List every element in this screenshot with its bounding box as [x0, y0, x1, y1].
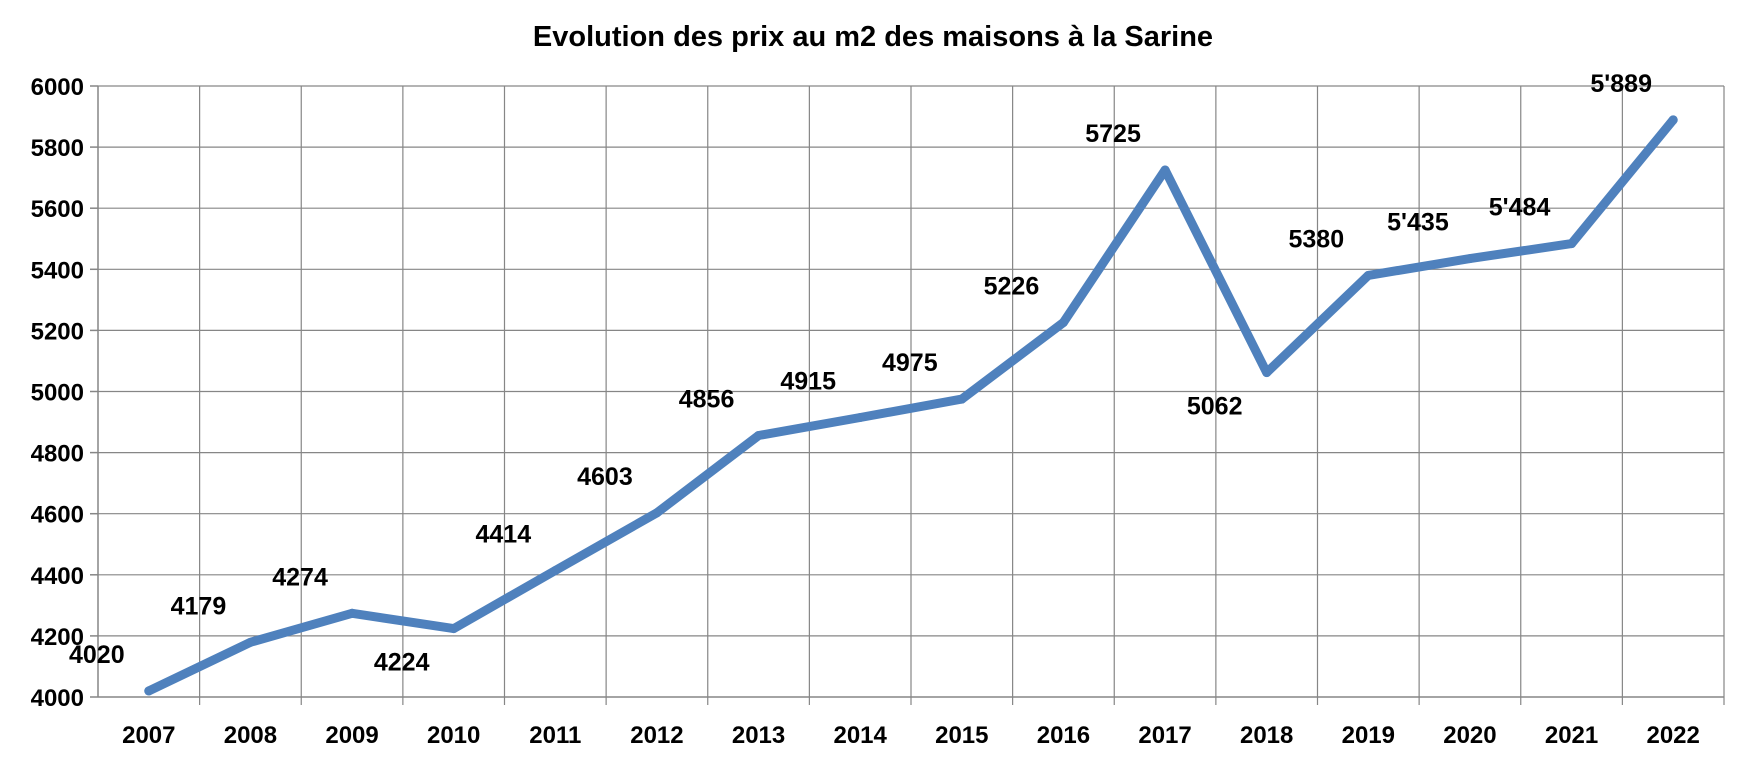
- data-point: [1465, 254, 1475, 264]
- data-label: 5'435: [1387, 209, 1449, 237]
- data-point: [1058, 317, 1068, 327]
- x-tick-label: 2020: [1443, 722, 1496, 749]
- data-label: 5725: [1085, 120, 1141, 148]
- data-point: [957, 394, 967, 404]
- data-label: 4274: [272, 563, 328, 591]
- x-tick-label: 2015: [935, 722, 988, 749]
- data-labels: 4020 4179 4274 4224 4414 4603 4856 4915 4975 5226…: [69, 70, 1652, 677]
- x-tick-label: 2012: [630, 722, 683, 749]
- data-point: [1363, 270, 1373, 280]
- data-point: [1567, 239, 1577, 249]
- grid: [97, 85, 1725, 705]
- chart-title: Evolution des prix au m2 des maisons à l…: [533, 21, 1213, 53]
- series-line: [144, 115, 1678, 696]
- y-tick-label: 5200: [31, 318, 84, 345]
- data-point: [347, 608, 357, 618]
- y-tick-label: 4000: [31, 685, 84, 712]
- data-label: 4224: [374, 649, 430, 677]
- axes: 4000 4200 4400 4600 4800 5000 5200 5400 5600 5800…: [31, 74, 1700, 749]
- y-tick-label: 4400: [31, 563, 84, 590]
- x-tick-label: 2018: [1240, 722, 1293, 749]
- data-point: [1160, 165, 1170, 175]
- x-tick-label: 2021: [1545, 722, 1598, 749]
- data-label: 5062: [1187, 393, 1243, 421]
- data-label: 5380: [1289, 225, 1345, 253]
- data-label: 4915: [780, 367, 836, 395]
- data-point: [652, 508, 662, 518]
- x-tick-label: 2008: [224, 722, 277, 749]
- data-point: [550, 566, 560, 576]
- x-tick-label: 2009: [325, 722, 378, 749]
- x-tick-label: 2019: [1342, 722, 1395, 749]
- y-tick-label: 4200: [31, 624, 84, 651]
- data-label: 4603: [577, 463, 633, 491]
- data-point: [449, 624, 459, 634]
- x-tick-label: 2022: [1646, 722, 1699, 749]
- y-tick-label: 6000: [31, 74, 84, 101]
- data-label: 5226: [984, 272, 1040, 300]
- data-point: [245, 637, 255, 647]
- data-point: [1668, 115, 1678, 125]
- data-label: 5'484: [1489, 194, 1551, 222]
- y-tick-label: 5400: [31, 257, 84, 284]
- x-tick-label: 2014: [833, 722, 887, 749]
- x-tick-label: 2010: [427, 722, 480, 749]
- data-label: 4975: [882, 349, 938, 377]
- data-point: [855, 412, 865, 422]
- x-tick-label: 2017: [1138, 722, 1191, 749]
- x-tick-label: 2013: [732, 722, 785, 749]
- y-tick-label: 5800: [31, 135, 84, 162]
- data-label: 4856: [679, 385, 735, 413]
- data-point: [144, 686, 154, 696]
- series-layer: [144, 115, 1678, 696]
- y-tick-label: 4600: [31, 502, 84, 529]
- x-tick-label: 2016: [1037, 722, 1090, 749]
- y-tick-label: 5000: [31, 380, 84, 407]
- data-label: 5'889: [1590, 70, 1652, 98]
- x-tick-label: 2011: [529, 722, 581, 749]
- y-tick-label: 4800: [31, 441, 84, 468]
- data-label: 4179: [171, 592, 227, 620]
- data-point: [1262, 368, 1272, 378]
- y-tick-label: 5600: [31, 196, 84, 223]
- x-tick-label: 2007: [122, 722, 175, 749]
- data-label: 4020: [69, 641, 125, 669]
- data-point: [754, 430, 764, 440]
- data-label: 4414: [476, 521, 532, 549]
